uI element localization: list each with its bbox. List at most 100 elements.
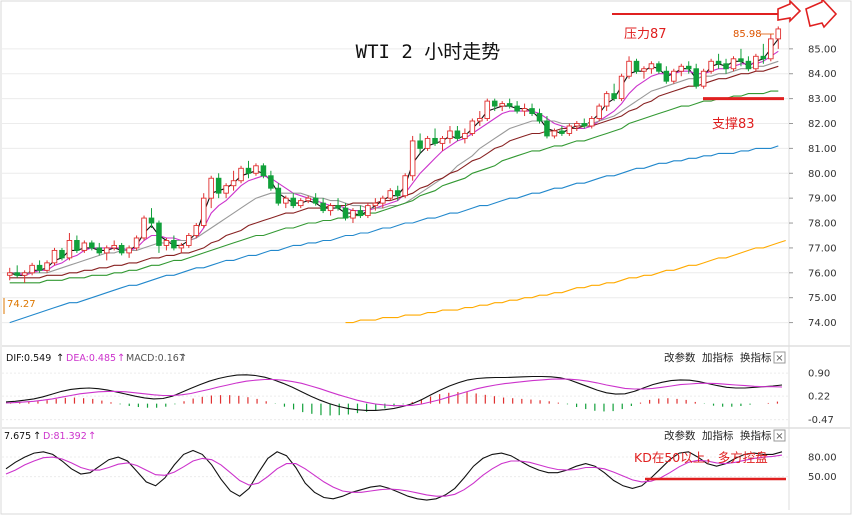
y-tick-label: 79.00 bbox=[808, 194, 837, 205]
candle bbox=[417, 133, 423, 154]
candle-body bbox=[603, 93, 610, 107]
candle bbox=[387, 188, 394, 201]
candle-body bbox=[81, 242, 88, 251]
kdj-legend-d: D:81.392 bbox=[43, 431, 87, 442]
candle-body bbox=[312, 197, 319, 204]
candle bbox=[753, 53, 759, 72]
candle-body bbox=[715, 60, 722, 65]
candle bbox=[656, 61, 662, 74]
y-tick-label: 0.22 bbox=[808, 392, 830, 403]
up-arrow-icon: ↑ bbox=[33, 431, 41, 442]
ma-line-6 bbox=[9, 145, 779, 324]
candle-body bbox=[394, 190, 401, 197]
candle-body bbox=[6, 272, 13, 276]
close-panel-button[interactable] bbox=[773, 429, 786, 442]
candle-body bbox=[574, 123, 580, 127]
y-tick-label: 75.00 bbox=[808, 293, 837, 304]
candle-body bbox=[529, 108, 535, 114]
candle bbox=[342, 203, 349, 221]
candle-body bbox=[387, 190, 394, 199]
candle-body bbox=[700, 70, 707, 87]
candle bbox=[484, 98, 491, 122]
candle bbox=[439, 135, 446, 151]
candle-body bbox=[44, 262, 50, 271]
candle-body bbox=[536, 113, 543, 122]
candle-body bbox=[163, 240, 170, 246]
candle bbox=[29, 262, 35, 276]
candle-body bbox=[484, 100, 491, 119]
close-panel-button[interactable] bbox=[773, 351, 786, 364]
candle bbox=[581, 118, 588, 129]
candle-body bbox=[365, 205, 371, 217]
kdj-legend: 7.675 ↑ D:81.392 ↑ bbox=[4, 431, 96, 442]
candle-body bbox=[96, 247, 103, 254]
k-line bbox=[5, 449, 783, 501]
candle bbox=[529, 103, 535, 117]
candle-body bbox=[477, 118, 483, 122]
candle-body bbox=[514, 105, 520, 112]
candle-body bbox=[432, 137, 438, 144]
candle-body bbox=[768, 38, 774, 60]
y-tick-label: 50.00 bbox=[808, 472, 837, 483]
candle bbox=[350, 208, 356, 224]
y-tick-label: 82.00 bbox=[808, 119, 837, 130]
candle-body bbox=[66, 240, 73, 259]
candle bbox=[6, 267, 13, 281]
candle-body bbox=[633, 60, 640, 72]
candle-body bbox=[723, 63, 729, 70]
candle bbox=[394, 185, 401, 201]
candle bbox=[603, 91, 610, 112]
switch-indicator-button[interactable]: 换指标 bbox=[740, 351, 772, 364]
candle bbox=[626, 56, 632, 79]
candle-body bbox=[178, 244, 185, 249]
candle bbox=[89, 240, 95, 251]
candle-body bbox=[663, 70, 670, 82]
y-tick-label: 77.00 bbox=[808, 243, 837, 254]
candle-body bbox=[253, 165, 259, 174]
candle-body bbox=[708, 60, 714, 72]
candle bbox=[402, 173, 408, 199]
right-arrow-icon bbox=[805, 0, 838, 29]
ma-line-7 bbox=[345, 239, 786, 324]
candle bbox=[156, 220, 162, 253]
candle-body bbox=[693, 68, 699, 87]
macd-legend-macd: MACD:0.167 bbox=[126, 353, 185, 364]
candle-body bbox=[21, 272, 28, 276]
candle bbox=[775, 26, 782, 49]
ma-line-3 bbox=[9, 60, 779, 274]
edit-params-button[interactable]: 改参数 bbox=[664, 429, 696, 442]
candle bbox=[66, 232, 73, 261]
candle bbox=[81, 240, 88, 253]
candle bbox=[536, 108, 543, 124]
candle bbox=[432, 128, 438, 146]
candle-body bbox=[111, 244, 117, 249]
candle bbox=[506, 98, 513, 109]
macd-legend-dif: DIF:0.549 bbox=[6, 353, 51, 364]
macd-legend-dea: DEA:0.485 bbox=[66, 353, 116, 364]
candle bbox=[312, 193, 319, 206]
kdj-legend-k: 7.675 bbox=[4, 431, 31, 442]
switch-indicator-button[interactable]: 换指标 bbox=[740, 429, 772, 442]
candle bbox=[551, 128, 558, 139]
candle-body bbox=[342, 207, 349, 219]
candle bbox=[208, 175, 214, 209]
candle-body bbox=[268, 175, 274, 189]
candle bbox=[447, 125, 453, 144]
candle bbox=[521, 103, 528, 117]
candle bbox=[424, 135, 431, 151]
candle bbox=[290, 193, 297, 209]
d-line bbox=[5, 454, 783, 497]
candle bbox=[133, 235, 140, 251]
add-indicator-button[interactable]: 加指标 bbox=[702, 351, 734, 364]
candle bbox=[148, 208, 155, 229]
candle bbox=[365, 203, 371, 219]
candle bbox=[335, 198, 341, 211]
add-indicator-button[interactable]: 加指标 bbox=[702, 429, 734, 442]
candle-body bbox=[745, 60, 752, 70]
edit-params-button[interactable]: 改参数 bbox=[664, 351, 696, 364]
candle-body bbox=[335, 205, 341, 209]
candle bbox=[126, 245, 132, 258]
candle-body bbox=[648, 63, 655, 70]
y-tick-label: -0.47 bbox=[808, 415, 834, 426]
candle-body bbox=[626, 60, 632, 77]
